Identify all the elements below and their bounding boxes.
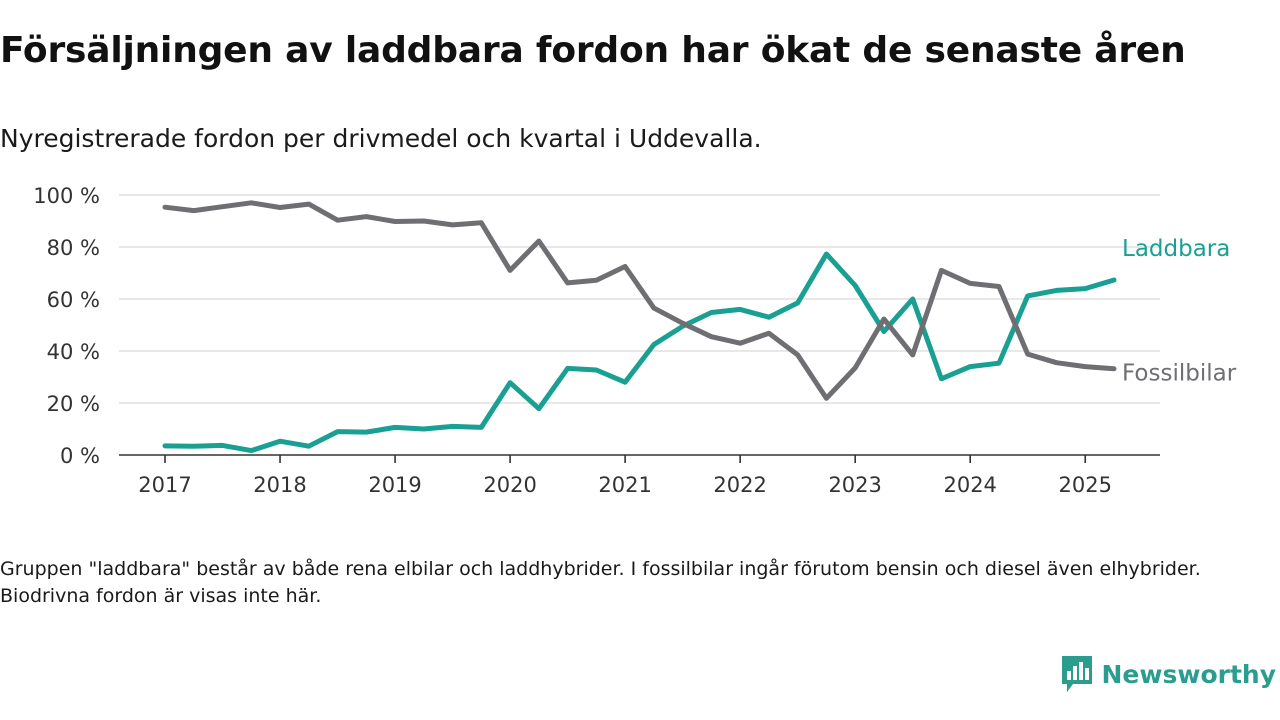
chart-subtitle: Nyregistrerade fordon per drivmedel och … <box>0 124 762 153</box>
y-tick-label: 20 % <box>47 392 100 416</box>
y-tick-label: 100 % <box>33 184 100 208</box>
y-tick-label: 40 % <box>47 340 100 364</box>
brand-logo: Newsworthy <box>1060 654 1277 694</box>
x-tick-label: 2020 <box>483 473 536 497</box>
x-tick-label: 2023 <box>828 473 881 497</box>
footnote: Gruppen "laddbara" består av både rena e… <box>0 558 1201 607</box>
line-chart: 0 % 20 % 40 % 60 % 80 % 100 % 2017 2018 2019 2020… <box>33 184 1237 497</box>
x-tick-label: 2021 <box>598 473 651 497</box>
series-labels: Laddbara Fossilbilar <box>1122 236 1237 387</box>
x-tick-label: 2019 <box>368 473 421 497</box>
series-line-fossilbilar <box>162 200 1117 401</box>
y-tick-label: 60 % <box>47 288 100 312</box>
series-label-fossilbilar: Fossilbilar <box>1122 361 1237 387</box>
series-label-laddbara: Laddbara <box>1122 236 1230 262</box>
series-line-laddbara <box>162 251 1117 454</box>
x-tick-label: 2025 <box>1059 473 1112 497</box>
y-tick-label: 0 % <box>60 444 100 468</box>
series-lines <box>162 200 1117 454</box>
newsworthy-logo-icon <box>1061 656 1092 692</box>
brand-name: Newsworthy <box>1101 659 1277 689</box>
x-tick-label: 2022 <box>713 473 766 497</box>
chart-title: Försäljningen av laddbara fordon har öka… <box>0 30 1186 71</box>
x-tick-label: 2018 <box>253 473 306 497</box>
axes: 0 % 20 % 40 % 60 % 80 % 100 % 2017 2018 2019 2020… <box>33 184 1160 497</box>
y-tick-label: 80 % <box>47 236 100 260</box>
x-tick-label: 2017 <box>138 473 191 497</box>
x-tick-label: 2024 <box>943 473 996 497</box>
gridlines <box>119 194 1160 404</box>
